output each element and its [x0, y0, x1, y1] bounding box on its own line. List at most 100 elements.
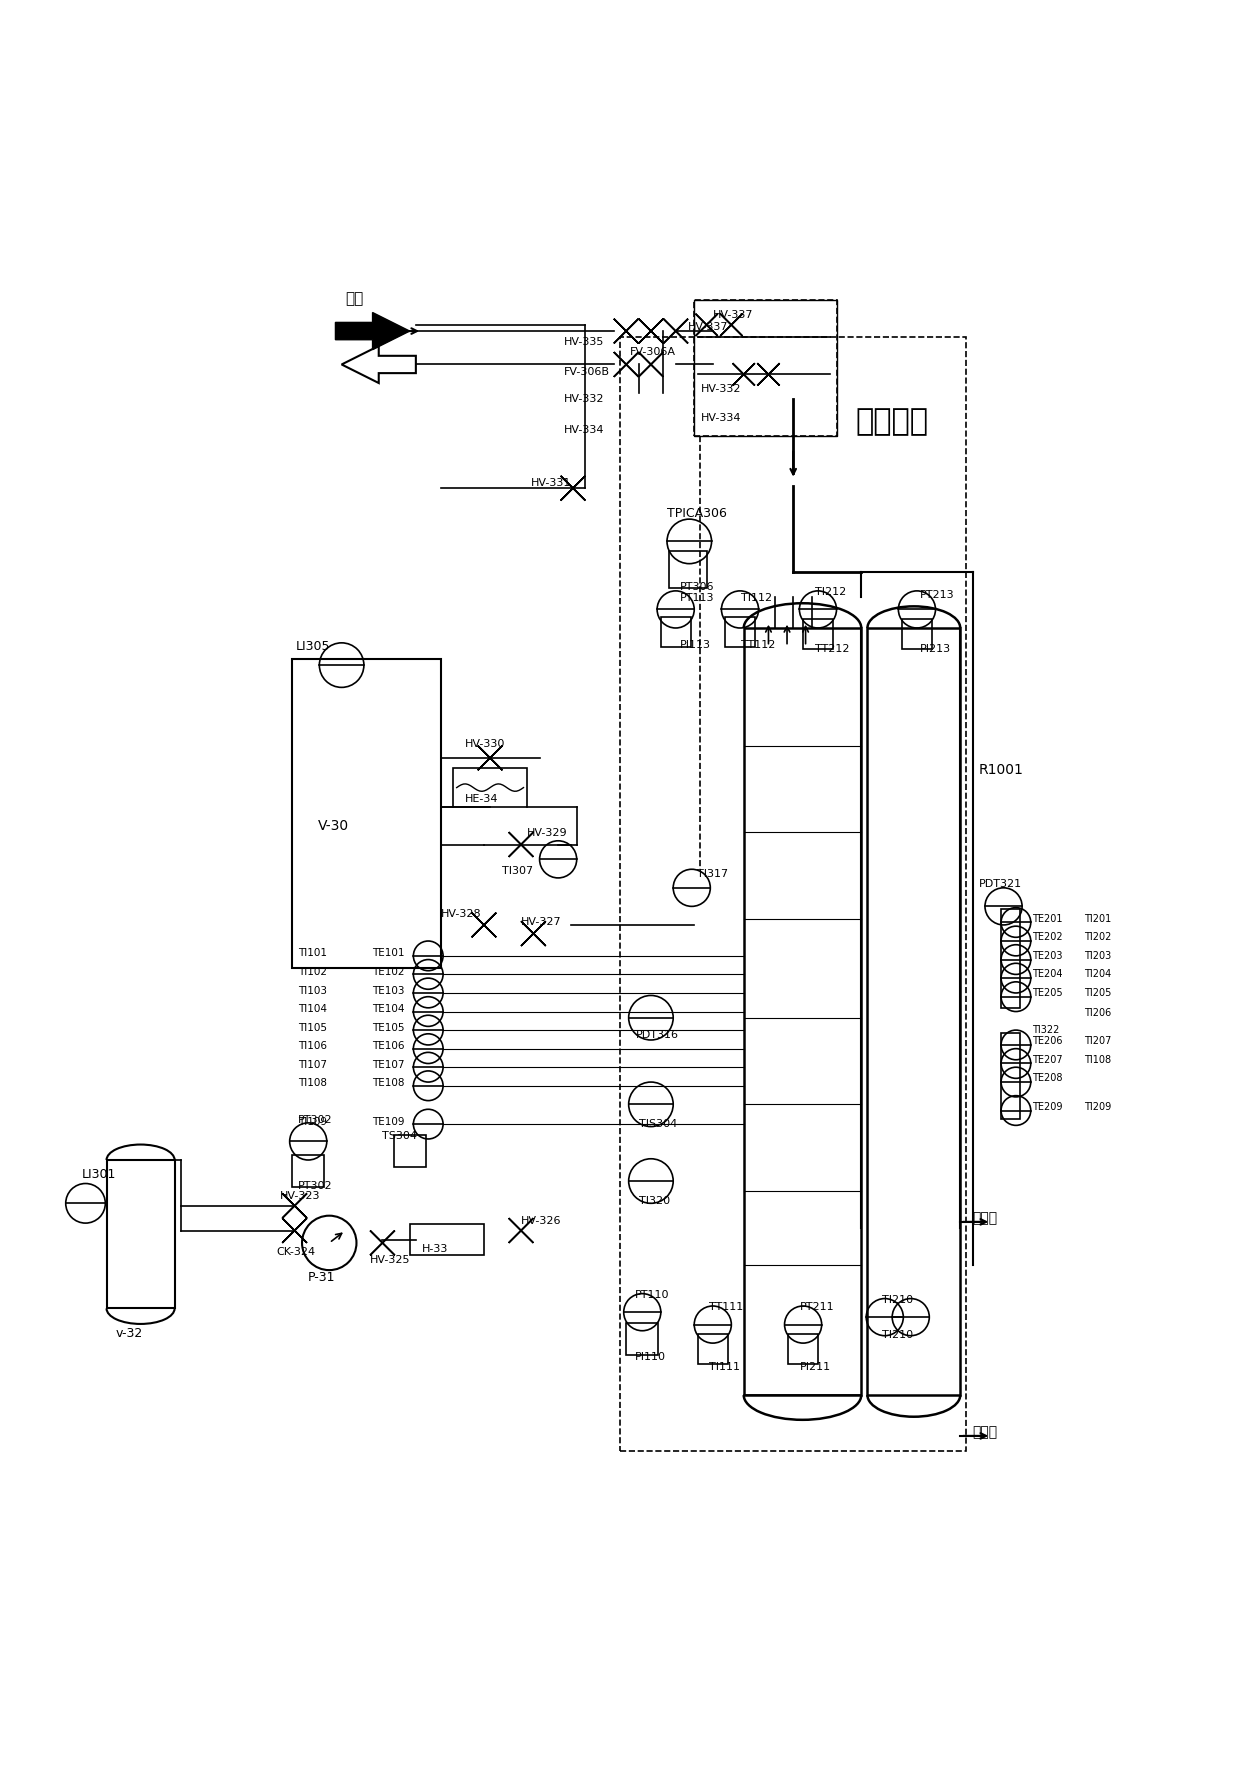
Polygon shape — [639, 352, 663, 377]
Text: TE205: TE205 — [1032, 989, 1063, 998]
Text: HV-335: HV-335 — [564, 338, 605, 347]
Bar — [1001, 1032, 1019, 1119]
Text: TI104: TI104 — [299, 1005, 327, 1014]
Text: TE101: TE101 — [372, 948, 405, 958]
Text: PT110: PT110 — [635, 1289, 670, 1300]
Text: TI207: TI207 — [1084, 1037, 1111, 1046]
Text: TI105: TI105 — [299, 1023, 327, 1033]
Polygon shape — [696, 313, 718, 336]
Text: HV-323: HV-323 — [280, 1191, 320, 1202]
Text: TS304: TS304 — [382, 1132, 418, 1141]
Polygon shape — [720, 313, 743, 336]
Bar — [744, 628, 862, 1395]
Text: 工艺气来: 工艺气来 — [856, 408, 929, 436]
Text: HV-331: HV-331 — [531, 477, 572, 488]
Polygon shape — [663, 318, 688, 343]
Text: TE102: TE102 — [372, 967, 405, 976]
Polygon shape — [508, 1218, 533, 1243]
Polygon shape — [639, 352, 663, 377]
Text: HV-327: HV-327 — [521, 917, 562, 928]
Text: 去吸收: 去吸收 — [972, 1425, 998, 1439]
Text: TI210: TI210 — [883, 1295, 914, 1305]
Polygon shape — [639, 318, 663, 343]
Text: FV-306A: FV-306A — [630, 347, 676, 358]
Polygon shape — [283, 1218, 308, 1243]
Text: HV-326: HV-326 — [521, 1216, 562, 1225]
Text: TI210: TI210 — [883, 1330, 914, 1339]
Bar — [670, 551, 707, 588]
Polygon shape — [283, 1193, 308, 1218]
Polygon shape — [336, 313, 409, 350]
Polygon shape — [477, 746, 502, 771]
Polygon shape — [283, 1218, 308, 1243]
Text: PT113: PT113 — [680, 594, 714, 603]
Text: HV-337: HV-337 — [713, 309, 753, 320]
Text: TPICA306: TPICA306 — [667, 508, 727, 520]
Text: PT306: PT306 — [680, 583, 714, 592]
Text: 去吸收: 去吸收 — [972, 1210, 998, 1225]
Text: TE104: TE104 — [372, 1005, 405, 1014]
Text: TI322: TI322 — [1032, 1025, 1059, 1035]
Text: HV-334: HV-334 — [564, 426, 605, 434]
Text: HE-34: HE-34 — [465, 794, 498, 805]
Polygon shape — [696, 313, 718, 336]
Polygon shape — [733, 363, 755, 386]
Polygon shape — [758, 363, 780, 386]
Polygon shape — [560, 476, 585, 501]
Text: TE209: TE209 — [1032, 1101, 1063, 1112]
Text: HV-328: HV-328 — [440, 908, 481, 919]
Text: TI108: TI108 — [299, 1078, 327, 1089]
Polygon shape — [758, 363, 780, 386]
Text: TI204: TI204 — [1084, 969, 1111, 980]
Text: LI305: LI305 — [296, 640, 330, 653]
Text: P-31: P-31 — [309, 1271, 336, 1284]
Text: PI110: PI110 — [635, 1352, 666, 1362]
Polygon shape — [521, 921, 546, 946]
Text: PI213: PI213 — [919, 644, 951, 654]
Polygon shape — [560, 476, 585, 501]
Polygon shape — [508, 1218, 533, 1243]
Text: TI102: TI102 — [299, 967, 327, 976]
Polygon shape — [471, 912, 496, 937]
Polygon shape — [283, 1193, 308, 1218]
Text: TI212: TI212 — [816, 586, 847, 597]
Polygon shape — [508, 831, 533, 856]
Text: TI101: TI101 — [299, 948, 327, 958]
Text: TE206: TE206 — [1032, 1037, 1063, 1046]
Bar — [789, 1334, 818, 1364]
Text: TI107: TI107 — [299, 1060, 327, 1069]
Text: HV-325: HV-325 — [370, 1255, 410, 1266]
Bar — [725, 617, 755, 647]
Text: HV-337: HV-337 — [688, 322, 729, 333]
Polygon shape — [477, 746, 502, 771]
Bar — [694, 300, 837, 436]
Polygon shape — [614, 318, 639, 343]
Polygon shape — [508, 831, 533, 856]
Text: TE109: TE109 — [372, 1118, 405, 1126]
Text: TI317: TI317 — [697, 869, 728, 880]
Text: TE108: TE108 — [372, 1078, 405, 1089]
Text: PDT321: PDT321 — [978, 880, 1022, 889]
Text: TI209: TI209 — [1084, 1101, 1111, 1112]
Bar — [620, 338, 966, 1450]
Text: TE201: TE201 — [1032, 914, 1063, 924]
Text: TE107: TE107 — [372, 1060, 405, 1069]
Bar — [901, 619, 931, 649]
Text: TE208: TE208 — [1032, 1073, 1063, 1084]
Text: R1001: R1001 — [978, 763, 1024, 778]
Polygon shape — [471, 912, 496, 937]
Text: TI320: TI320 — [639, 1196, 670, 1205]
Text: PT211: PT211 — [800, 1302, 835, 1312]
Bar — [293, 660, 440, 969]
Text: PT213: PT213 — [919, 590, 954, 599]
Text: TI112: TI112 — [742, 594, 773, 603]
Bar — [868, 628, 960, 1395]
Polygon shape — [663, 318, 688, 343]
Text: LI301: LI301 — [82, 1168, 117, 1182]
Text: TI111: TI111 — [709, 1362, 740, 1371]
Polygon shape — [521, 921, 546, 946]
Text: TI202: TI202 — [1084, 932, 1111, 942]
Text: TI108: TI108 — [1084, 1055, 1111, 1066]
Text: TT212: TT212 — [816, 644, 849, 654]
Text: v-32: v-32 — [115, 1327, 143, 1339]
